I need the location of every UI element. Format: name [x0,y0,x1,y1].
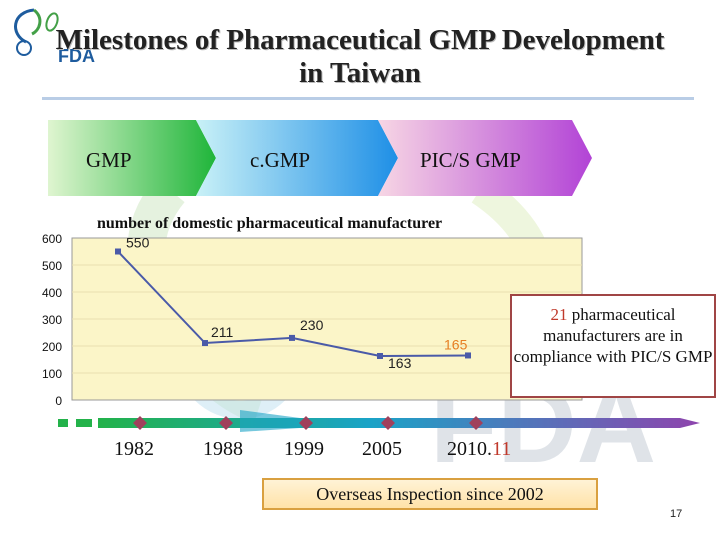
title-line-1: Milestones of Pharmaceutical GMP Develop… [55,24,665,56]
phase-cgmp-arrow [196,120,398,196]
title-line-2: in Taiwan [299,57,421,89]
page-number: 17 [670,508,683,520]
y-tick-label: 500 [42,259,62,273]
fda-logo-icon [14,8,59,56]
phase-label-pics: PIC/S GMP [420,148,521,172]
phase-label-gmp: GMP [86,148,132,172]
y-tick-label: 600 [42,232,62,246]
timeline-marker-icon [469,416,483,430]
timeline-dash-1 [58,419,68,427]
y-tick-label: 100 [42,367,62,381]
data-point [377,352,383,359]
timeline-marker-icon [381,416,395,430]
chart-title: number of domestic pharmaceutical manufa… [97,215,443,232]
y-tick-label: 300 [42,313,62,327]
data-label: 550 [126,235,150,251]
year-label: 1982 [114,438,154,460]
compliance-callout: 21 pharmaceutical manufacturers are in c… [510,294,716,398]
timeline-arrow [98,418,700,428]
timeline-marker-icon [299,416,313,430]
year-label: 1988 [203,438,243,460]
year-label: 1999 [284,438,324,460]
data-point [202,340,208,347]
y-tick-label: 200 [42,340,62,354]
data-label: 163 [388,355,412,371]
y-tick-label: 0 [55,394,62,408]
y-tick-label: 400 [42,286,62,300]
overseas-inspection-banner: Overseas Inspection since 2002 [262,478,598,510]
data-point [115,248,121,255]
callout-text: pharmaceutical manufacturers are in comp… [513,305,713,366]
year-label: 2010.11 [447,438,512,460]
logo-text: FDA [58,46,95,66]
phase-pics-arrow [378,120,592,196]
data-point [289,334,295,341]
data-label: 211 [211,324,234,340]
timeline-arrowhead-mid [240,410,300,432]
timeline-marker-icon [133,416,147,430]
phase-arrows [48,120,592,196]
data-label: 165 [444,336,468,352]
data-point [465,352,471,359]
phase-gmp-arrow [48,120,216,196]
timeline-marker-icon [219,416,233,430]
title-underline [42,97,694,100]
page-title: Milestones of Pharmaceutical GMP Develop… [0,24,720,90]
phase-label-cgmp: c.GMP [250,148,311,172]
timeline-dash-2 [76,419,92,427]
year-label: 2005 [362,438,402,460]
callout-number: 21 [550,305,568,324]
data-label: 230 [300,317,324,333]
